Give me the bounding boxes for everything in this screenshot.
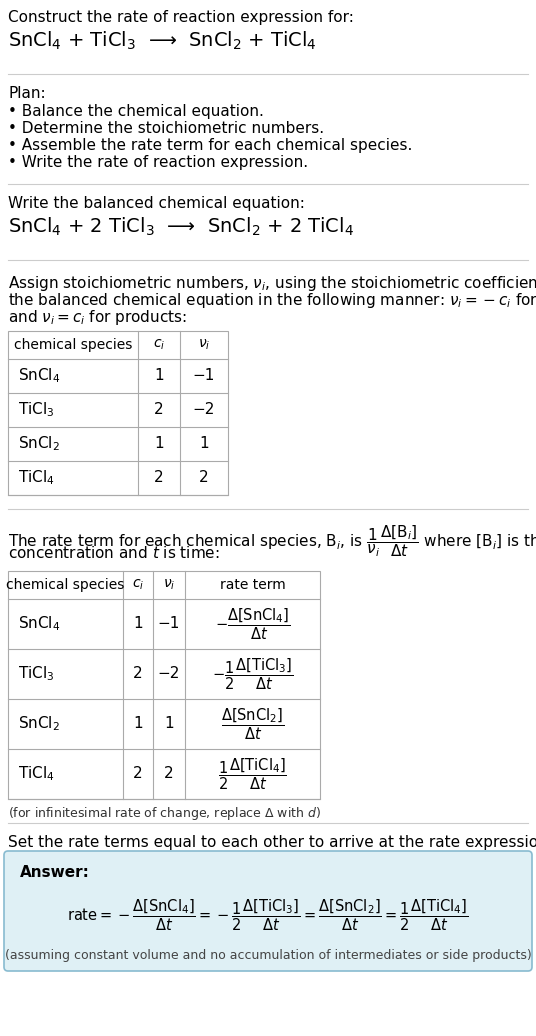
- Text: $\nu_i$: $\nu_i$: [163, 578, 175, 593]
- Text: Set the rate terms equal to each other to arrive at the rate expression:: Set the rate terms equal to each other t…: [8, 835, 536, 850]
- Text: SnCl$_2$: SnCl$_2$: [18, 435, 60, 454]
- Text: SnCl$_4$: SnCl$_4$: [18, 614, 61, 633]
- Text: concentration and $t$ is time:: concentration and $t$ is time:: [8, 545, 220, 562]
- Text: SnCl$_4$ + TiCl$_3$  ⟶  SnCl$_2$ + TiCl$_4$: SnCl$_4$ + TiCl$_3$ ⟶ SnCl$_2$ + TiCl$_4…: [8, 30, 317, 52]
- Text: Answer:: Answer:: [20, 865, 90, 880]
- Text: the balanced chemical equation in the following manner: $\nu_i = -c_i$ for react: the balanced chemical equation in the fo…: [8, 291, 536, 310]
- Text: chemical species: chemical species: [14, 338, 132, 352]
- Text: Plan:: Plan:: [8, 86, 46, 100]
- Text: SnCl$_4$: SnCl$_4$: [18, 367, 61, 385]
- FancyBboxPatch shape: [4, 851, 532, 971]
- Text: 1: 1: [133, 717, 143, 731]
- Text: $-\dfrac{\Delta[\mathrm{SnCl_4}]}{\Delta t}$: $-\dfrac{\Delta[\mathrm{SnCl_4}]}{\Delta…: [215, 606, 291, 641]
- Text: 1: 1: [154, 436, 164, 452]
- Text: Assign stoichiometric numbers, $\nu_i$, using the stoichiometric coefficients, $: Assign stoichiometric numbers, $\nu_i$, …: [8, 274, 536, 293]
- Text: 2: 2: [154, 403, 164, 418]
- Text: (for infinitesimal rate of change, replace Δ with $d$): (for infinitesimal rate of change, repla…: [8, 805, 321, 822]
- Text: 1: 1: [164, 717, 174, 731]
- Bar: [8, 330, 228, 495]
- Text: TiCl$_4$: TiCl$_4$: [18, 468, 55, 487]
- Text: 2: 2: [133, 666, 143, 682]
- Text: chemical species: chemical species: [6, 578, 125, 592]
- Text: rate term: rate term: [220, 578, 285, 592]
- Text: −2: −2: [193, 403, 215, 418]
- Text: • Assemble the rate term for each chemical species.: • Assemble the rate term for each chemic…: [8, 138, 412, 153]
- Text: SnCl$_4$ + 2 TiCl$_3$  ⟶  SnCl$_2$ + 2 TiCl$_4$: SnCl$_4$ + 2 TiCl$_3$ ⟶ SnCl$_2$ + 2 TiC…: [8, 215, 354, 238]
- Text: $\dfrac{1}{2}\dfrac{\Delta[\mathrm{TiCl_4}]}{\Delta t}$: $\dfrac{1}{2}\dfrac{\Delta[\mathrm{TiCl_…: [218, 756, 287, 792]
- Text: • Balance the chemical equation.: • Balance the chemical equation.: [8, 104, 264, 119]
- Text: 1: 1: [199, 436, 209, 452]
- Text: $c_i$: $c_i$: [153, 338, 165, 352]
- Text: TiCl$_3$: TiCl$_3$: [18, 401, 55, 420]
- Text: $\dfrac{\Delta[\mathrm{SnCl_2}]}{\Delta t}$: $\dfrac{\Delta[\mathrm{SnCl_2}]}{\Delta …: [221, 707, 284, 742]
- Text: Construct the rate of reaction expression for:: Construct the rate of reaction expressio…: [8, 10, 354, 25]
- Bar: [8, 571, 320, 799]
- Text: (assuming constant volume and no accumulation of intermediates or side products): (assuming constant volume and no accumul…: [5, 949, 531, 961]
- Text: $\nu_i$: $\nu_i$: [198, 338, 210, 352]
- Text: $-\dfrac{1}{2}\dfrac{\Delta[\mathrm{TiCl_3}]}{\Delta t}$: $-\dfrac{1}{2}\dfrac{\Delta[\mathrm{TiCl…: [212, 656, 293, 692]
- Text: 2: 2: [164, 767, 174, 781]
- Text: −1: −1: [193, 369, 215, 383]
- Text: Write the balanced chemical equation:: Write the balanced chemical equation:: [8, 196, 305, 211]
- Text: TiCl$_4$: TiCl$_4$: [18, 765, 55, 783]
- Text: $c_i$: $c_i$: [132, 578, 144, 593]
- Text: 1: 1: [154, 369, 164, 383]
- Text: • Determine the stoichiometric numbers.: • Determine the stoichiometric numbers.: [8, 121, 324, 136]
- Text: −1: −1: [158, 616, 180, 632]
- Text: TiCl$_3$: TiCl$_3$: [18, 665, 55, 684]
- Text: and $\nu_i = c_i$ for products:: and $\nu_i = c_i$ for products:: [8, 308, 187, 327]
- Text: 2: 2: [154, 470, 164, 486]
- Text: The rate term for each chemical species, B$_i$, is $\dfrac{1}{\nu_i}\dfrac{\Delt: The rate term for each chemical species,…: [8, 523, 536, 558]
- Text: • Write the rate of reaction expression.: • Write the rate of reaction expression.: [8, 155, 308, 170]
- Text: −2: −2: [158, 666, 180, 682]
- Text: 2: 2: [199, 470, 209, 486]
- Text: SnCl$_2$: SnCl$_2$: [18, 715, 60, 733]
- Text: 2: 2: [133, 767, 143, 781]
- Text: $\mathrm{rate} = -\dfrac{\Delta[\mathrm{SnCl_4}]}{\Delta t} = -\dfrac{1}{2}\dfra: $\mathrm{rate} = -\dfrac{\Delta[\mathrm{…: [67, 897, 469, 932]
- Text: 1: 1: [133, 616, 143, 632]
